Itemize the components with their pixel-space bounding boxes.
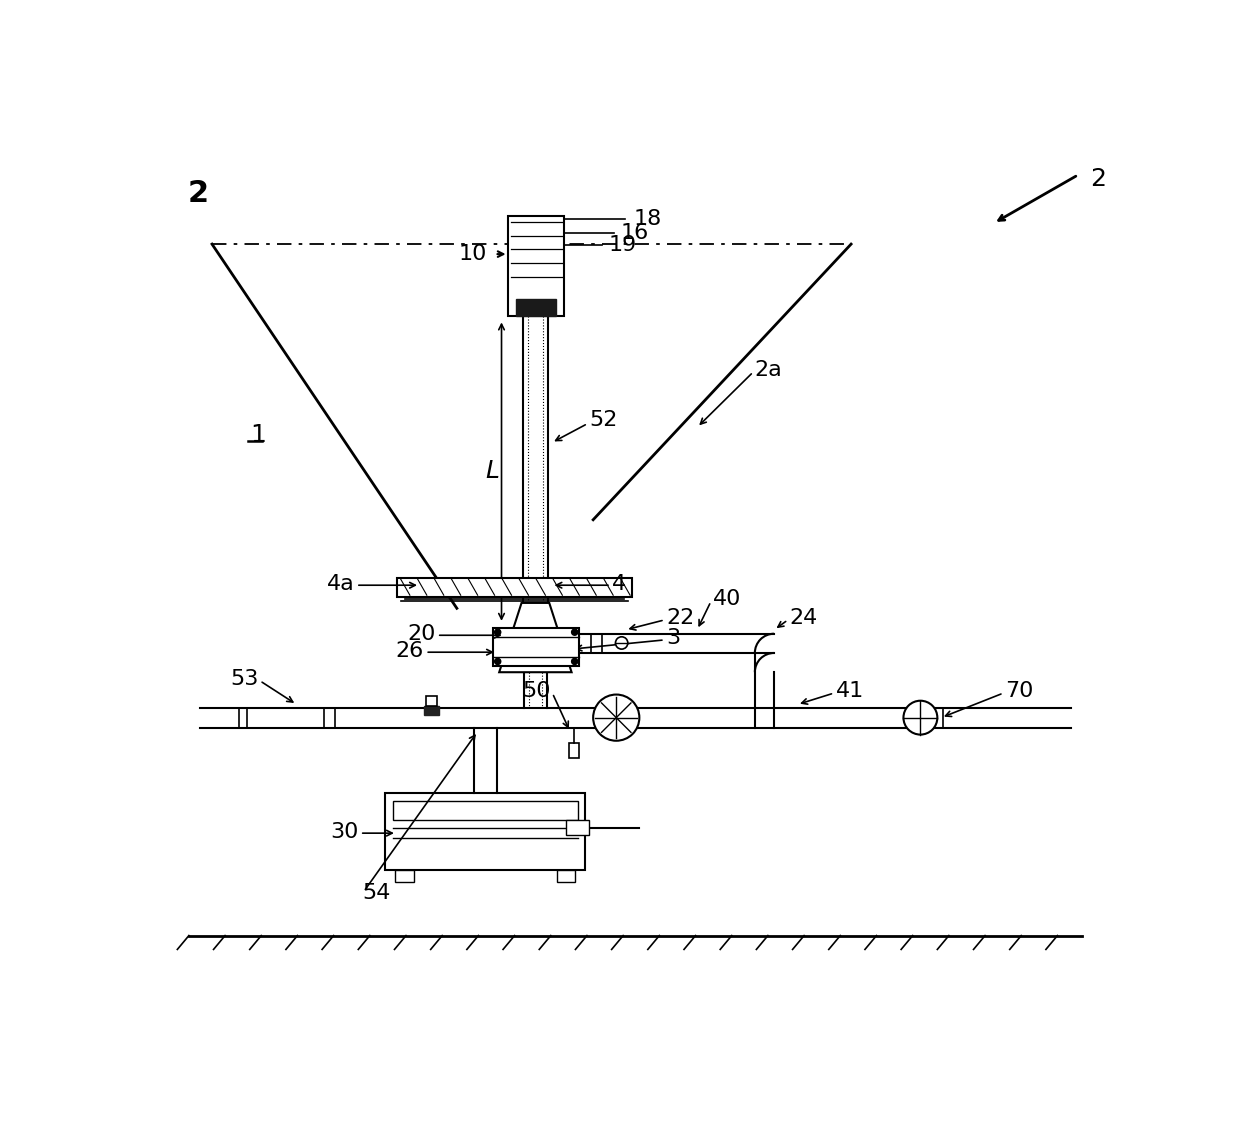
Circle shape [495, 629, 501, 636]
Circle shape [572, 629, 578, 636]
Bar [557, 870, 575, 882]
Bar [494, 628, 579, 666]
Bar [516, 299, 557, 316]
Bar [508, 216, 564, 316]
Text: 4a: 4a [326, 574, 355, 594]
Bar [567, 820, 589, 836]
Circle shape [615, 637, 627, 649]
Text: 2: 2 [1090, 167, 1106, 191]
Circle shape [495, 658, 501, 665]
Text: 3: 3 [666, 628, 681, 648]
Text: 26: 26 [396, 640, 424, 660]
Text: 50: 50 [522, 682, 551, 702]
Bar [569, 743, 579, 758]
Text: 2a: 2a [755, 359, 782, 380]
Text: 70: 70 [1006, 682, 1033, 702]
Text: 52: 52 [589, 410, 618, 430]
Text: 24: 24 [790, 609, 817, 629]
Bar [424, 706, 439, 715]
Bar [386, 793, 585, 870]
Text: 53: 53 [229, 669, 258, 690]
Text: 22: 22 [666, 609, 694, 629]
Text: L: L [485, 459, 500, 483]
Circle shape [593, 694, 640, 741]
Text: 19: 19 [609, 235, 637, 255]
Text: 30: 30 [330, 822, 358, 841]
Text: 4: 4 [613, 574, 626, 594]
Text: 16: 16 [620, 222, 649, 243]
Bar [393, 801, 578, 820]
Text: 1: 1 [250, 423, 267, 447]
Text: 40: 40 [713, 590, 740, 609]
Text: 54: 54 [362, 883, 391, 903]
Circle shape [572, 658, 578, 665]
Bar [397, 577, 631, 596]
Polygon shape [500, 603, 572, 673]
Bar [396, 870, 414, 882]
Text: 10: 10 [459, 244, 487, 264]
Text: 20: 20 [407, 623, 435, 643]
Bar [427, 696, 436, 706]
Text: 41: 41 [836, 682, 864, 702]
Circle shape [904, 701, 937, 734]
Text: 18: 18 [634, 210, 661, 229]
Text: 2: 2 [187, 180, 208, 209]
